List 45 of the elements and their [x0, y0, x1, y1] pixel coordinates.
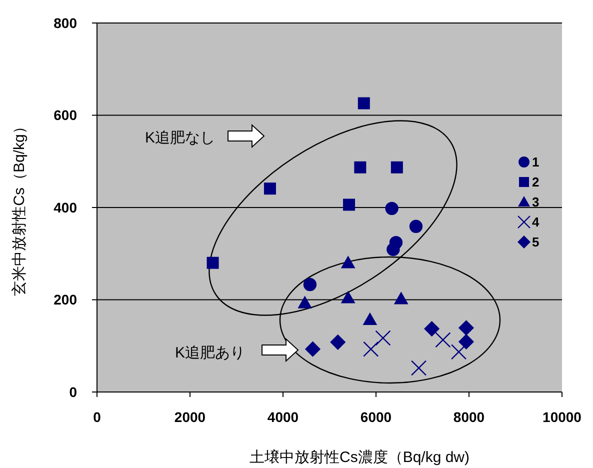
x-tick-label: 4000: [267, 409, 299, 425]
point: [304, 341, 321, 357]
point: [343, 198, 356, 211]
point: [435, 332, 451, 348]
legend-label: 5: [532, 234, 540, 250]
point: [354, 161, 366, 174]
point: [330, 334, 346, 350]
point: [394, 292, 408, 304]
x-tick-label: 8000: [453, 409, 485, 425]
x-tick-label: 0: [93, 409, 102, 425]
point: [375, 330, 391, 346]
y-tick-label: 600: [54, 107, 78, 124]
point: [458, 320, 474, 336]
point: [386, 242, 400, 256]
point: [264, 182, 276, 195]
legend-label: 1: [532, 154, 540, 170]
annotation: K追肥あり: [174, 344, 246, 362]
legend-label: 3: [532, 194, 540, 210]
x-tick-label: 6000: [360, 409, 392, 425]
point: [458, 334, 474, 350]
y-tick-label: 200: [54, 292, 78, 308]
legend-label: 2: [532, 174, 540, 190]
x-tick-label: 10000: [542, 409, 582, 425]
point: [363, 341, 379, 357]
point: [362, 312, 378, 325]
point: [450, 344, 467, 360]
legend-label: 4: [532, 214, 540, 230]
x-tick-label: 2000: [174, 409, 206, 425]
y-tick-label: 800: [54, 14, 78, 31]
y-tick-label: 0: [69, 384, 78, 400]
point: [390, 161, 403, 174]
point: [206, 256, 219, 269]
point: [358, 97, 370, 110]
point: [424, 321, 440, 337]
point: [303, 278, 317, 292]
point: [409, 220, 423, 234]
y-tick-label: 400: [54, 199, 78, 216]
annotation: K追肥なし: [144, 129, 216, 146]
point: [340, 256, 356, 268]
point: [385, 202, 398, 216]
point: [410, 360, 427, 376]
x-axis-title: 土壌中放射性Cs濃度（Bq/kg dw): [249, 449, 470, 466]
point: [340, 290, 356, 304]
y-axis-title: 玄米中放射性Cs（Bq/kg）: [11, 119, 28, 296]
point: [298, 296, 312, 308]
